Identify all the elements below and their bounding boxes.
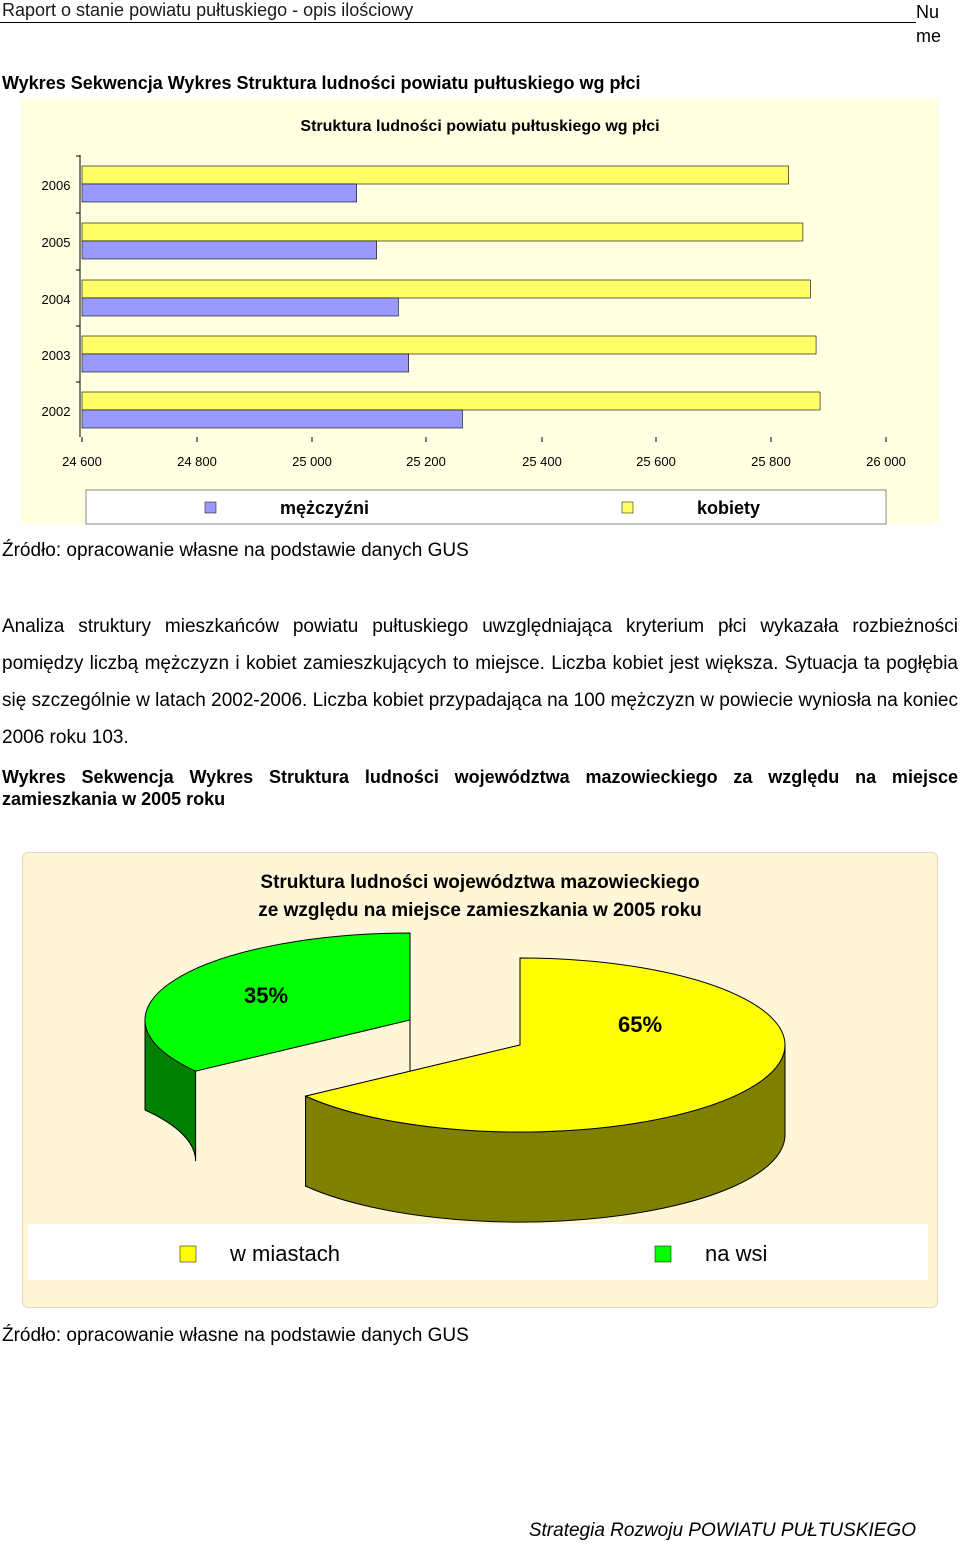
pie-value-label-city: 65% xyxy=(618,1012,662,1037)
x-tick-label: 25 000 xyxy=(292,454,332,469)
bar-women-2005 xyxy=(81,222,804,242)
bar-men-2004 xyxy=(81,297,399,317)
legend-label-city: w miastach xyxy=(229,1241,340,1266)
pie-slice-village xyxy=(144,932,411,1072)
bars xyxy=(81,165,821,429)
bar-women-2006 xyxy=(81,165,789,185)
x-tick-label: 24 600 xyxy=(62,454,102,469)
y-tick-label-2002: 2002 xyxy=(42,404,71,419)
x-tick-labels: 24 600 24 800 25 000 25 200 25 400 25 600 25 8… xyxy=(62,437,906,469)
source-note-2: Źródło: opracowanie własne na podstawie … xyxy=(2,1325,469,1346)
x-tick-label: 24 800 xyxy=(177,454,217,469)
bar-men-2003 xyxy=(81,353,409,373)
chart-title: Struktura ludności powiatu pułtuskiego w… xyxy=(300,118,659,135)
y-tick-label-2006: 2006 xyxy=(42,178,71,193)
legend-swatch-men xyxy=(204,501,217,514)
figure-caption-1: Wykres Sekwencja Wykres Struktura ludnoś… xyxy=(2,73,641,93)
pie-legend xyxy=(28,1224,928,1280)
document-footer: Strategia Rozwoju POWIATU PUŁTUSKIEGO xyxy=(528,1520,916,1541)
pie-title-line-2: ze względu na miejsce zamieszkania w 200… xyxy=(258,900,702,921)
source-note-1: Źródło: opracowanie własne na podstawie … xyxy=(2,540,469,561)
header-rule xyxy=(0,22,916,23)
y-tick-label-2004: 2004 xyxy=(42,292,71,307)
chart-legend xyxy=(85,489,887,525)
pie-title-line-1: Struktura ludności województwa mazowieck… xyxy=(260,872,699,893)
legend-swatch-city xyxy=(179,1245,197,1263)
document-header-title: Raport o stanie powiatu pułtuskiego - op… xyxy=(2,0,414,20)
bar-women-2003 xyxy=(81,335,817,355)
x-tick-label: 25 600 xyxy=(636,454,676,469)
x-tick-label: 25 400 xyxy=(522,454,562,469)
bar-women-2004 xyxy=(81,279,811,299)
legend-swatch-village xyxy=(654,1245,672,1263)
y-tick-labels: 2006 2005 2004 2003 2002 xyxy=(42,155,80,419)
bar-chart: Struktura ludności powiatu pułtuskiego w… xyxy=(42,118,906,525)
bar-men-2005 xyxy=(81,240,377,260)
x-tick-label: 25 800 xyxy=(751,454,791,469)
bar-men-2002 xyxy=(81,409,463,429)
legend-label-men: mężczyźni xyxy=(280,498,369,518)
y-tick-label-2003: 2003 xyxy=(42,348,71,363)
pie-value-label-village: 35% xyxy=(244,983,288,1008)
pie-slices xyxy=(144,932,786,1223)
legend-label-women: kobiety xyxy=(697,498,760,518)
legend-label-village: na wsi xyxy=(705,1241,767,1266)
body-paragraph: Analiza struktury mieszkańców powiatu pu… xyxy=(2,616,958,748)
pie-chart: Struktura ludności województwa mazowieck… xyxy=(28,872,928,1280)
figure-caption-2: Wykres Sekwencja Wykres Struktura ludnoś… xyxy=(2,767,958,809)
bar-women-2002 xyxy=(81,391,821,411)
x-tick-label: 26 000 xyxy=(866,454,906,469)
y-tick-label-2005: 2005 xyxy=(42,235,71,250)
bar-men-2006 xyxy=(81,183,357,203)
x-tick-label: 25 200 xyxy=(406,454,446,469)
page-number: Nu me xyxy=(916,2,942,46)
legend-swatch-women xyxy=(621,501,634,514)
pie-slice-city xyxy=(304,957,786,1133)
